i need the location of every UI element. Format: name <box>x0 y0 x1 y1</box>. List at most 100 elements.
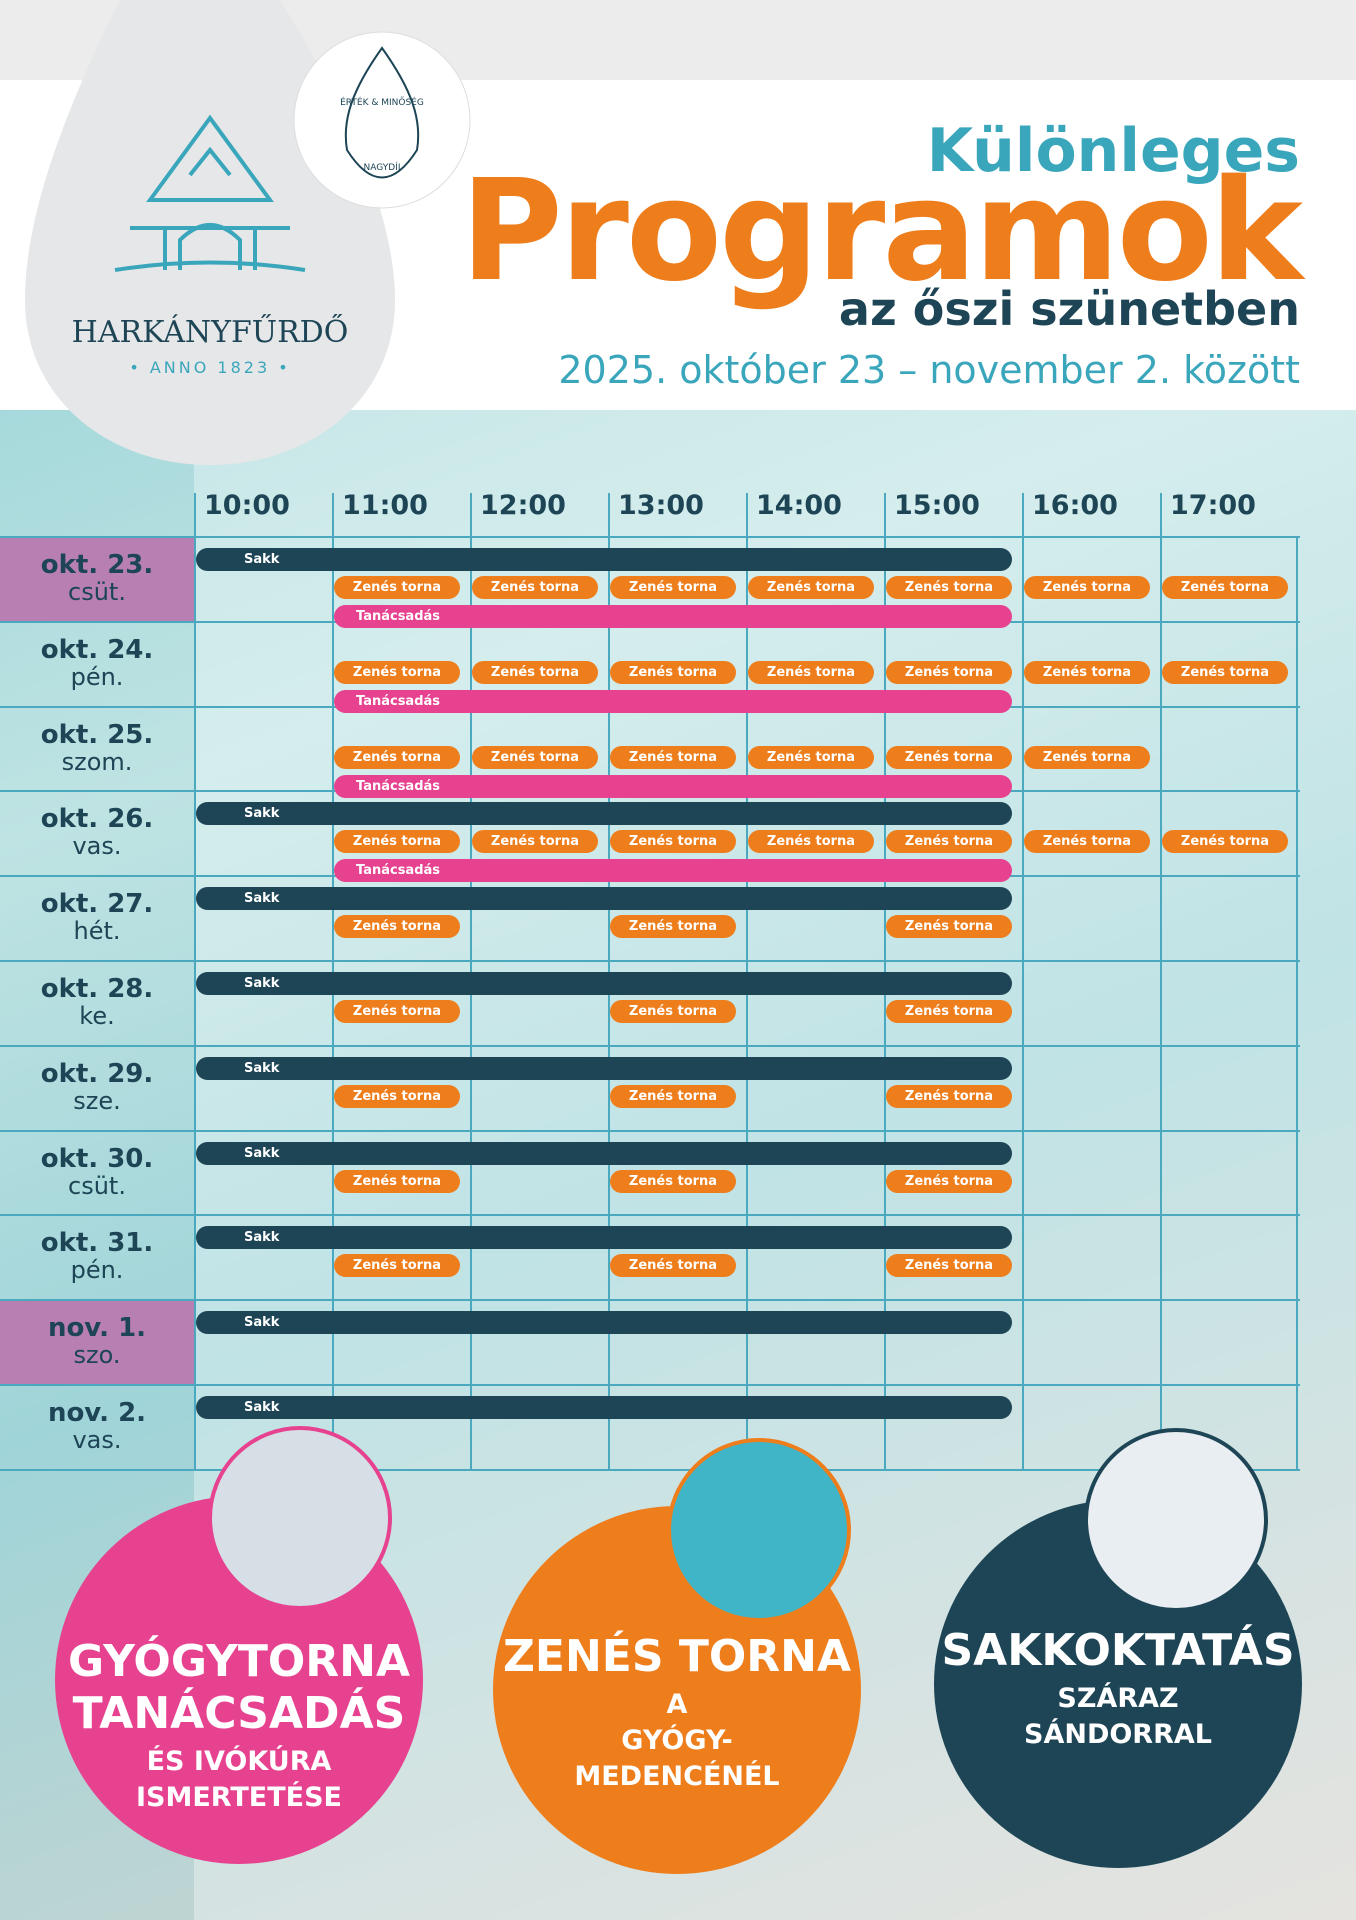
time-label: 16:00 <box>1032 490 1118 521</box>
holiday-cell <box>0 536 194 621</box>
event: Zenés torna <box>334 1084 460 1108</box>
event: Zenés torna <box>748 830 874 854</box>
event: Zenés torna <box>1024 830 1150 854</box>
event: Zenés torna <box>334 1169 460 1193</box>
event: Zenés torna <box>610 915 736 939</box>
event: Zenés torna <box>610 830 736 854</box>
grid-line <box>0 1384 1300 1386</box>
event: Zenés torna <box>610 1254 736 1278</box>
event: Zenés torna <box>886 830 1012 854</box>
event: Zenés torna <box>886 1254 1012 1278</box>
time-label: 17:00 <box>1170 490 1256 521</box>
day-weekday: szo. <box>73 1341 121 1370</box>
card-title: ZENÉS TORNA <box>502 1631 852 1682</box>
event: Zenés torna <box>472 660 598 684</box>
time-label: 10:00 <box>204 490 290 521</box>
event: Zenés torna <box>610 576 736 599</box>
time-label: 12:00 <box>480 490 566 521</box>
subtitle: az őszi szünetben <box>838 282 1300 336</box>
event: Zenés torna <box>334 1000 460 1023</box>
event: Zenés torna <box>1024 745 1150 769</box>
card-text: MEDENCÉNÉL <box>574 1761 780 1792</box>
event: Sakk <box>196 1311 1012 1335</box>
event: Zenés torna <box>886 1169 1012 1193</box>
event: Tanácsadás <box>334 605 1012 628</box>
day-date: nov. 1. <box>47 1313 147 1344</box>
title: Programok <box>460 150 1303 313</box>
day-date: okt. 24. <box>40 634 154 665</box>
logo-anno: • ANNO 1823 • <box>129 358 290 377</box>
card-title: GYÓGYTORNA <box>67 1636 411 1687</box>
day-weekday: pén. <box>70 662 124 691</box>
dates: 2025. október 23 – november 2. között <box>558 348 1300 392</box>
card-title: TANÁCSADÁS <box>72 1688 406 1739</box>
day-weekday: pén. <box>70 1256 124 1285</box>
event: Tanácsadás <box>334 689 1012 713</box>
event: Zenés torna <box>610 745 736 769</box>
day-date: okt. 25. <box>40 719 154 750</box>
day-date: okt. 26. <box>40 804 154 835</box>
card-text: ÉS IVÓKÚRA <box>146 1746 332 1777</box>
event: Zenés torna <box>748 745 874 769</box>
day-date: okt. 30. <box>40 1143 154 1174</box>
day-date: okt. 27. <box>40 889 154 920</box>
event: Sakk <box>196 1396 1012 1419</box>
event: Sakk <box>196 972 1012 995</box>
grid-line <box>1296 536 1298 1469</box>
badge: ÉRTÉK & MINŐSÉG NAGYDÍJ <box>293 31 471 209</box>
event: Zenés torna <box>610 1000 736 1023</box>
event: Sakk <box>196 887 1012 911</box>
card-title: SAKKOKTATÁS <box>941 1625 1295 1676</box>
event: Sakk <box>196 1056 1012 1080</box>
day-weekday: vas. <box>72 1426 122 1454</box>
day-weekday: hét. <box>73 917 121 946</box>
holiday-cell <box>0 1299 194 1384</box>
time-label: 14:00 <box>756 490 842 521</box>
event: Tanácsadás <box>334 859 1012 883</box>
card-text: ISMERTETÉSE <box>136 1782 342 1813</box>
event: Zenés torna <box>334 576 460 599</box>
event: Zenés torna <box>886 1084 1012 1108</box>
event: Zenés torna <box>334 915 460 939</box>
grid-line <box>0 1044 1300 1047</box>
event: Zenés torna <box>1024 576 1150 599</box>
event: Zenés torna <box>610 1169 736 1193</box>
event: Zenés torna <box>886 576 1012 599</box>
event: Tanácsadás <box>334 774 1012 798</box>
event: Zenés torna <box>748 576 874 599</box>
event: Sakk <box>196 1226 1012 1250</box>
event: Zenés torna <box>334 745 460 769</box>
photo <box>1084 1428 1268 1612</box>
badge-top: ÉRTÉK & MINŐSÉG <box>340 96 424 108</box>
event: Zenés torna <box>886 660 1012 684</box>
grid-line <box>0 1129 1300 1132</box>
grid-line <box>0 1214 1300 1217</box>
event: Zenés torna <box>748 660 874 684</box>
day-weekday: sze. <box>73 1086 121 1115</box>
grid-line <box>1022 493 1024 1469</box>
event: Sakk <box>196 802 1012 826</box>
day-date: okt. 23. <box>40 550 154 580</box>
badge-bottom: NAGYDÍJ <box>364 161 401 173</box>
event: Zenés torna <box>610 660 736 684</box>
day-weekday: csüt. <box>68 1171 126 1200</box>
event: Zenés torna <box>886 1000 1012 1023</box>
card-text: GYÓGY- <box>621 1725 733 1756</box>
event: Sakk <box>196 1141 1012 1165</box>
event: Zenés torna <box>472 745 598 769</box>
event: Sakk <box>196 548 1012 571</box>
grid-line <box>0 1468 1300 1471</box>
grid-line <box>194 493 196 1469</box>
day-date: okt. 31. <box>40 1228 154 1259</box>
event: Zenés torna <box>1024 660 1150 684</box>
event: Zenés torna <box>334 1254 460 1278</box>
photo <box>208 1426 392 1610</box>
event: Zenés torna <box>886 915 1012 939</box>
event: Zenés torna <box>472 830 598 854</box>
card-text: A <box>666 1689 688 1720</box>
day-weekday: szom. <box>61 747 133 776</box>
event: Zenés torna <box>334 830 460 854</box>
event: Zenés torna <box>1162 660 1288 684</box>
